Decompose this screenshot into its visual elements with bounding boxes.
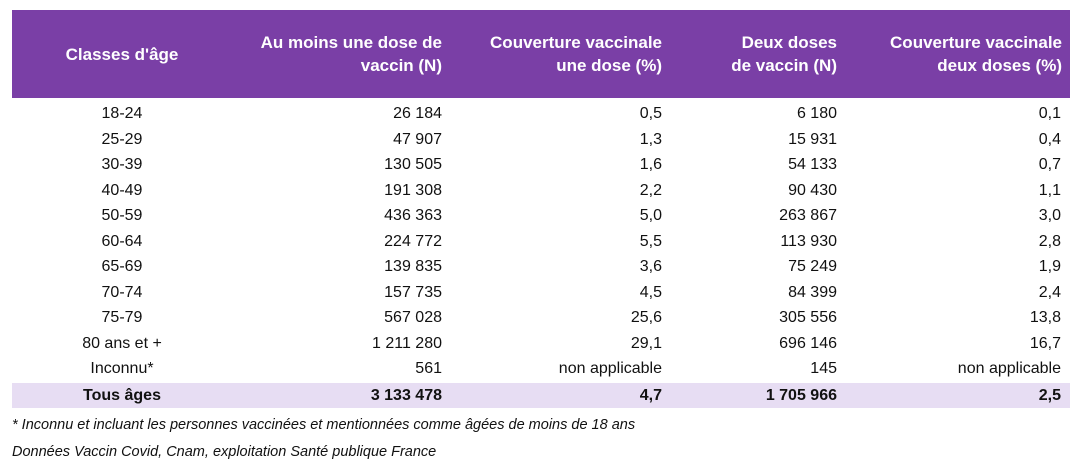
one-dose-count-cell: 157 735: [384, 283, 442, 301]
header-two-dose-coverage-label: Couverture vaccinale deux doses (%): [890, 33, 1062, 75]
one-dose-coverage-cell: 0,5: [639, 105, 662, 122]
table-row: 40-49 191 308 2,2 90 430 1,1: [12, 178, 1070, 204]
total-two-dose-count-cell: 1 705 966: [765, 386, 837, 404]
table-row: 65-69 139 835 3,6 75 249 1,9: [12, 254, 1070, 280]
age-class-cell: 80 ans et +: [82, 334, 162, 352]
age-class-cell: 50-59: [101, 207, 143, 224]
table-header-row: Classes d'âge Au moins une dose de vacci…: [12, 10, 1070, 98]
table-row: 60-64 224 772 5,5 113 930 2,8: [12, 229, 1070, 255]
one-dose-count-cell: 191 308: [384, 181, 442, 199]
table-row: 75-79 567 028 25,6 305 556 13,8: [12, 305, 1070, 331]
one-dose-coverage-cell: non applicable: [558, 360, 662, 377]
header-two-dose-count: Deux doses de vaccin (N): [662, 10, 837, 98]
footnote-unknown: * Inconnu et incluant les personnes vacc…: [12, 417, 636, 433]
two-dose-coverage-cell: 1,9: [1038, 258, 1061, 275]
header-age-class-label: Classes d'âge: [65, 44, 179, 64]
table-row: 70-74 157 735 4,5 84 399 2,4: [12, 280, 1070, 306]
one-dose-coverage-cell: 3,6: [639, 258, 662, 275]
age-class-cell: 70-74: [101, 283, 143, 301]
table-row: Inconnu* 561 non applicable 145 non appl…: [12, 356, 1070, 382]
header-one-dose-count: Au moins une dose de vaccin (N): [252, 10, 442, 98]
one-dose-coverage-cell: 29,1: [630, 334, 662, 352]
two-dose-coverage-cell: 1,1: [1038, 181, 1061, 199]
age-class-cell: 65-69: [101, 258, 143, 275]
one-dose-count-cell: 139 835: [384, 258, 442, 275]
table-row: 80 ans et + 1 211 280 29,1 696 146 16,7: [12, 331, 1070, 357]
two-dose-count-cell: 54 133: [788, 156, 837, 173]
header-two-dose-count-label: Deux doses de vaccin (N): [731, 33, 837, 75]
table-row: 25-29 47 907 1,3 15 931 0,4: [12, 127, 1070, 153]
two-dose-coverage-cell: 0,4: [1038, 130, 1061, 148]
age-class-cell: 30-39: [101, 156, 143, 173]
header-age-class: Classes d'âge: [12, 10, 252, 98]
one-dose-count-cell: 224 772: [384, 232, 442, 250]
age-class-cell: Inconnu*: [90, 360, 154, 377]
vaccination-table: Classes d'âge Au moins une dose de vacci…: [12, 10, 1070, 408]
table-body: 18-24 26 184 0,5 6 180 0,1 25-29 47 907 …: [12, 101, 1070, 382]
two-dose-count-cell: 113 930: [780, 232, 837, 250]
one-dose-count-cell: 26 184: [393, 105, 442, 122]
table-row: 30-39 130 505 1,6 54 133 0,7: [12, 152, 1070, 178]
two-dose-coverage-cell: 0,7: [1038, 156, 1061, 173]
two-dose-count-cell: 696 146: [779, 334, 837, 352]
two-dose-coverage-cell: 2,8: [1038, 232, 1061, 250]
header-one-dose-count-label: Au moins une dose de vaccin (N): [260, 33, 442, 75]
two-dose-count-cell: 84 399: [788, 283, 837, 301]
header-one-dose-coverage-label: Couverture vaccinale une dose (%): [490, 33, 662, 75]
one-dose-count-cell: 567 028: [384, 309, 442, 326]
two-dose-count-cell: 263 867: [779, 207, 837, 224]
one-dose-coverage-cell: 1,3: [639, 130, 662, 148]
header-one-dose-coverage: Couverture vaccinale une dose (%): [442, 10, 662, 98]
two-dose-count-cell: 305 556: [779, 309, 837, 326]
one-dose-count-cell: 130 505: [384, 156, 442, 173]
two-dose-count-cell: 90 430: [788, 181, 837, 199]
table-row: 18-24 26 184 0,5 6 180 0,1: [12, 101, 1070, 127]
age-class-cell: 75-79: [101, 309, 143, 326]
one-dose-coverage-cell: 4,5: [639, 283, 662, 301]
source-note: Données Vaccin Covid, Cnam, exploitation…: [12, 444, 437, 460]
two-dose-coverage-cell: 3,0: [1038, 207, 1061, 224]
one-dose-coverage-cell: 25,6: [630, 309, 662, 326]
one-dose-count-cell: 561: [415, 360, 442, 377]
age-class-cell: 60-64: [101, 232, 143, 250]
two-dose-coverage-cell: 0,1: [1038, 105, 1061, 122]
total-two-dose-coverage-cell: 2,5: [1038, 386, 1061, 404]
one-dose-coverage-cell: 5,0: [639, 207, 662, 224]
one-dose-count-cell: 436 363: [384, 207, 442, 224]
total-label-cell: Tous âges: [83, 386, 161, 404]
one-dose-coverage-cell: 5,5: [639, 232, 662, 250]
total-one-dose-coverage-cell: 4,7: [639, 386, 662, 404]
two-dose-coverage-cell: 13,8: [1029, 309, 1061, 326]
header-two-dose-coverage: Couverture vaccinale deux doses (%): [837, 10, 1070, 98]
two-dose-count-cell: 145: [810, 360, 837, 377]
two-dose-count-cell: 75 249: [788, 258, 837, 275]
total-one-dose-count-cell: 3 133 478: [370, 386, 442, 404]
two-dose-coverage-cell: 2,4: [1038, 283, 1061, 301]
age-class-cell: 25-29: [101, 130, 143, 148]
one-dose-coverage-cell: 2,2: [639, 181, 662, 199]
one-dose-coverage-cell: 1,6: [639, 156, 662, 173]
two-dose-coverage-cell: 16,7: [1029, 334, 1061, 352]
two-dose-count-cell: 6 180: [796, 105, 837, 122]
one-dose-count-cell: 1 211 280: [372, 334, 442, 352]
two-dose-count-cell: 15 931: [788, 130, 837, 148]
one-dose-count-cell: 47 907: [393, 130, 442, 148]
table-row: 50-59 436 363 5,0 263 867 3,0: [12, 203, 1070, 229]
two-dose-coverage-cell: non applicable: [957, 360, 1061, 377]
total-row: Tous âges 3 133 478 4,7 1 705 966 2,5: [12, 382, 1070, 408]
age-class-cell: 18-24: [101, 105, 143, 122]
age-class-cell: 40-49: [101, 181, 143, 199]
